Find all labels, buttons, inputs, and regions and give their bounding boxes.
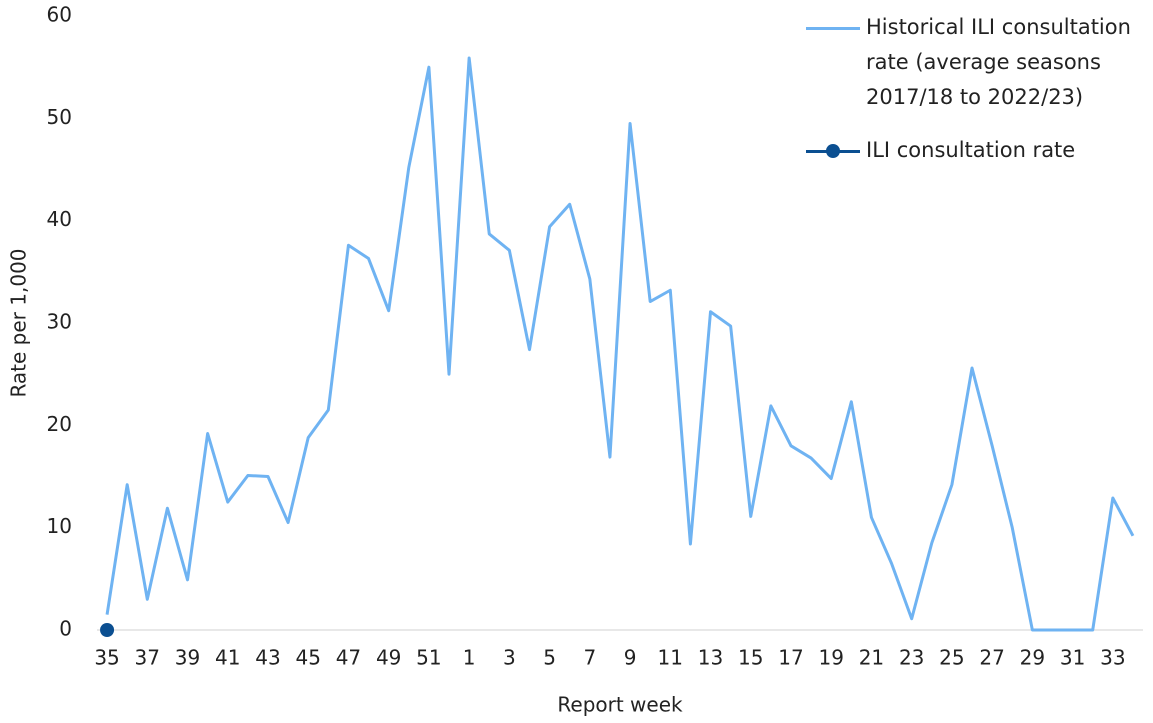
x-tick-label: 9: [624, 646, 637, 670]
x-tick-label: 23: [899, 646, 924, 670]
y-tick-label: 30: [47, 310, 72, 334]
x-tick-label: 41: [215, 646, 240, 670]
x-tick-label: 3: [503, 646, 516, 670]
x-tick-label: 47: [336, 646, 361, 670]
x-tick-label: 43: [255, 646, 280, 670]
x-tick-label: 1: [463, 646, 476, 670]
x-axis-label: Report week: [557, 693, 683, 717]
legend-item: ILI consultation rate: [806, 133, 1151, 168]
x-tick-label: 39: [175, 646, 200, 670]
x-tick-label: 49: [376, 646, 401, 670]
x-tick-label: 29: [1020, 646, 1045, 670]
x-tick-label: 15: [738, 646, 763, 670]
x-tick-label: 35: [94, 646, 119, 670]
x-tick-label: 51: [416, 646, 441, 670]
y-tick-label: 10: [47, 514, 72, 538]
legend-swatch: [806, 144, 860, 158]
x-tick-label: 13: [698, 646, 723, 670]
y-tick-label: 60: [47, 3, 72, 27]
x-tick-label: 33: [1100, 646, 1125, 670]
x-tick-label: 25: [939, 646, 964, 670]
legend-swatch: [806, 27, 860, 30]
x-tick-label: 11: [658, 646, 683, 670]
x-tick-label: 5: [543, 646, 556, 670]
y-axis-label: Rate per 1,000: [7, 248, 31, 397]
x-tick-label: 27: [979, 646, 1004, 670]
legend-label: Historical ILI consultation rate (averag…: [866, 15, 1131, 109]
y-tick-label: 50: [47, 105, 72, 129]
x-tick-label: 7: [583, 646, 596, 670]
legend: Historical ILI consultation rate (averag…: [806, 10, 1151, 186]
legend-item: Historical ILI consultation rate (averag…: [806, 10, 1151, 115]
x-tick-label: 37: [135, 646, 160, 670]
x-tick-label: 45: [295, 646, 320, 670]
legend-marker: [826, 144, 840, 158]
x-tick-label: 19: [818, 646, 843, 670]
series-line: [105, 56, 1135, 632]
y-tick-label: 20: [47, 412, 72, 436]
y-tick-label: 40: [47, 207, 72, 231]
y-tick-label: 0: [59, 617, 72, 641]
legend-label: ILI consultation rate: [866, 138, 1076, 162]
x-tick-label: 31: [1060, 646, 1085, 670]
x-tick-label: 21: [859, 646, 884, 670]
x-tick-label: 17: [778, 646, 803, 670]
series-marker: [100, 623, 115, 637]
